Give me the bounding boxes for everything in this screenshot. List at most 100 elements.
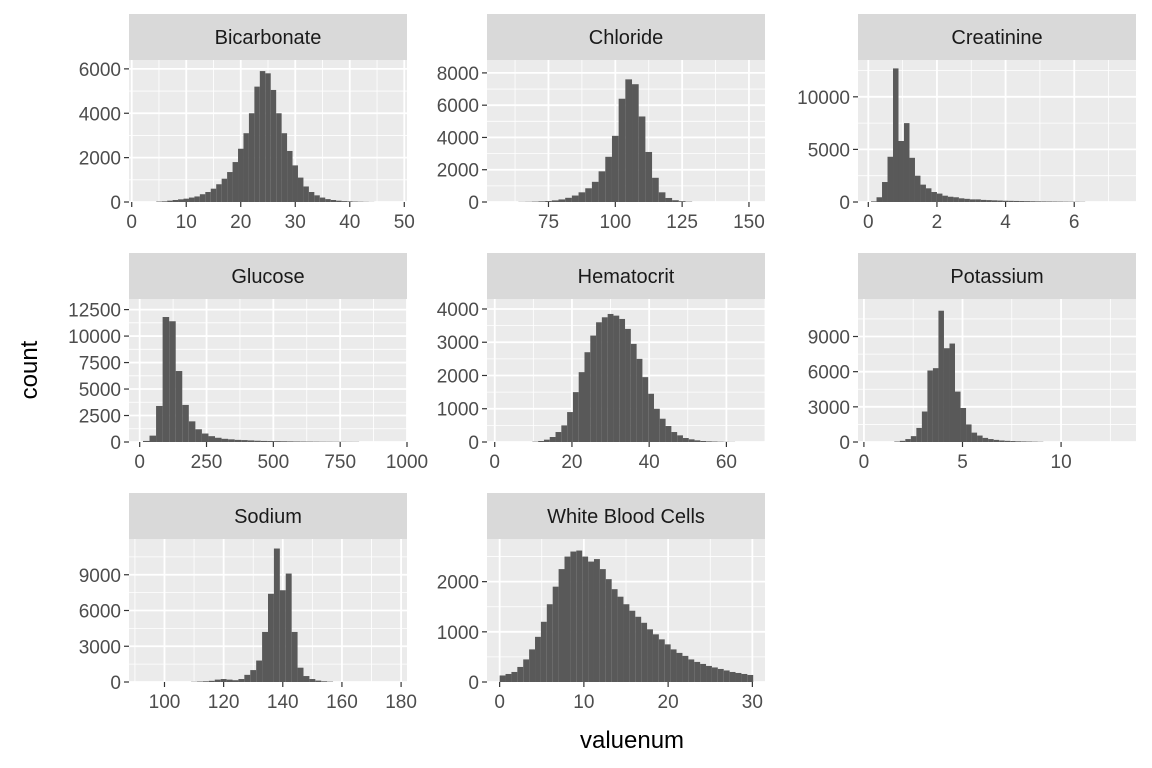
histogram-bar — [265, 73, 271, 202]
facet-chloride: Chloride 75 100 125 150 0 2000 4000 6000 8000 — [437, 14, 765, 233]
y-tick-label: 0 — [839, 193, 850, 214]
histogram-bar — [149, 435, 157, 442]
histogram-bar — [273, 548, 280, 682]
histogram-bar — [558, 199, 566, 202]
histogram-bar — [215, 437, 222, 442]
facet-title: Potassium — [950, 266, 1043, 288]
histogram-bar — [607, 313, 614, 442]
histogram-bar — [262, 631, 268, 682]
y-tick-label: 6000 — [437, 96, 479, 117]
histogram-bar — [652, 634, 659, 682]
histogram-bar — [195, 429, 202, 442]
histogram-bar — [1004, 440, 1011, 442]
histogram-bar — [314, 195, 320, 202]
facet-title: Hematocrit — [578, 266, 675, 288]
histogram-bar — [665, 197, 673, 202]
histogram-bar — [259, 71, 266, 202]
histogram-bar — [636, 358, 643, 442]
histogram-bar — [256, 660, 263, 682]
histogram-bar — [617, 596, 624, 682]
x-tick-label: 0 — [863, 212, 874, 233]
y-tick-label: 0 — [468, 433, 479, 454]
histogram-bar — [665, 426, 672, 442]
histogram-bar — [142, 440, 150, 442]
histogram-bar — [243, 133, 249, 202]
x-tick-label: 20 — [658, 692, 679, 713]
x-tick-label: 750 — [324, 452, 356, 473]
histogram-bar — [717, 668, 724, 682]
histogram-bar — [942, 195, 948, 202]
histogram-bar — [971, 432, 978, 442]
histogram-bar — [156, 405, 163, 442]
histogram-bar — [601, 317, 608, 442]
histogram-bar — [558, 569, 565, 682]
histogram-bar — [572, 392, 579, 442]
histogram-bar — [549, 437, 556, 442]
histogram-bar — [570, 551, 577, 682]
histogram-bar — [999, 440, 1005, 442]
x-tick-label: 30 — [285, 212, 306, 233]
y-tick-label: 9000 — [79, 566, 121, 587]
histogram-bar — [747, 674, 754, 682]
histogram-bar — [309, 679, 316, 682]
y-tick-label: 8000 — [437, 64, 479, 85]
histogram-bar — [723, 670, 730, 682]
histogram-bar — [545, 201, 552, 202]
histogram-bar — [584, 352, 591, 442]
histogram-bars — [871, 68, 1086, 202]
histogram-bar — [682, 438, 689, 442]
histogram-bar — [598, 171, 606, 202]
histogram-bar — [578, 192, 586, 202]
histogram-bar — [694, 661, 701, 682]
histogram-bar — [585, 188, 592, 202]
histogram-bar — [281, 133, 288, 202]
histogram-bar — [238, 148, 244, 202]
histogram-bar — [936, 193, 943, 202]
histogram-bar — [535, 636, 541, 682]
y-tick-label: 2000 — [437, 573, 479, 594]
histogram-bar — [694, 440, 701, 442]
facet-title: Creatinine — [951, 27, 1042, 49]
histogram-bar — [977, 435, 983, 442]
x-tick-label: 0 — [859, 452, 870, 473]
y-tick-label: 2000 — [437, 161, 479, 182]
histogram-bar — [618, 98, 626, 202]
histogram-bar — [232, 680, 239, 682]
histogram-bar — [297, 177, 304, 202]
histogram-bar — [1010, 441, 1016, 442]
histogram-bar — [599, 569, 606, 682]
histogram-bar — [287, 441, 294, 442]
histogram-bar — [1024, 201, 1031, 202]
histogram-bar — [552, 586, 559, 682]
histogram-bar — [953, 197, 959, 202]
histogram-bar — [980, 199, 987, 202]
histogram-bar — [221, 438, 229, 442]
x-tick-label: 4 — [1000, 212, 1011, 233]
y-tick-label: 0 — [468, 673, 479, 694]
histogram-bar — [641, 622, 648, 682]
histogram-bar — [1021, 441, 1027, 442]
histogram-bar — [910, 436, 917, 442]
histogram-bar — [276, 113, 282, 202]
histogram-bar — [538, 441, 544, 442]
histogram-bar — [638, 116, 646, 202]
histogram-bar — [1046, 201, 1053, 202]
histogram-bar — [975, 199, 981, 202]
histogram-bar — [1015, 441, 1022, 442]
histogram-bar — [982, 437, 989, 442]
histogram-bar — [182, 404, 189, 442]
histogram-bar — [188, 421, 196, 442]
histogram-bar — [678, 201, 686, 202]
histogram-bar — [260, 440, 268, 442]
histogram-bar — [882, 182, 888, 202]
y-tick-label: 2000 — [79, 149, 121, 170]
y-tick-label: 6000 — [79, 602, 121, 623]
histogram-bar — [997, 200, 1003, 202]
x-tick-label: 10 — [176, 212, 197, 233]
histogram-bar — [291, 631, 298, 682]
histogram-bar — [590, 335, 597, 442]
histogram-bar — [986, 200, 992, 202]
histogram-bar — [596, 322, 602, 442]
histogram-bar — [546, 604, 553, 682]
